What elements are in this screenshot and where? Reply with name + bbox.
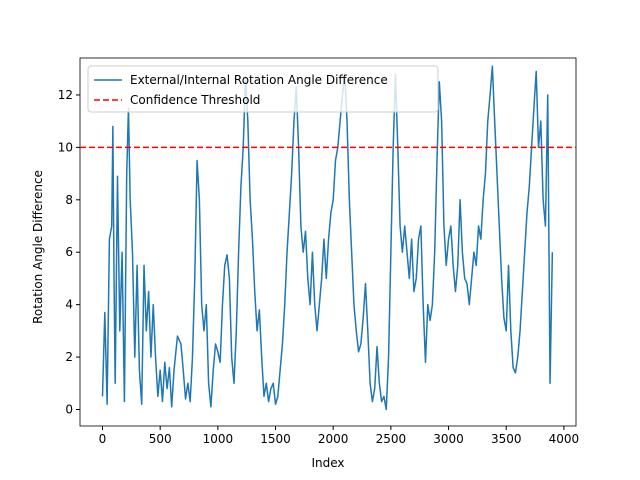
legend-box xyxy=(87,65,439,113)
y-tick-label: 10 xyxy=(58,140,73,154)
legend-label: External/Internal Rotation Angle Differe… xyxy=(130,73,388,87)
x-tick-label: 1000 xyxy=(203,432,234,446)
x-tick-label: 0 xyxy=(99,432,107,446)
x-tick-label: 500 xyxy=(149,432,172,446)
x-axis-label: Index xyxy=(311,456,344,470)
x-tick-label: 3000 xyxy=(433,432,464,446)
y-tick-label: 2 xyxy=(65,350,73,364)
y-tick-label: 12 xyxy=(58,88,73,102)
y-tick-label: 8 xyxy=(65,193,73,207)
x-tick-label: 1500 xyxy=(260,432,291,446)
y-axis-label: Rotation Angle Difference xyxy=(31,170,45,324)
x-tick-label: 4000 xyxy=(549,432,580,446)
plot-frame xyxy=(79,57,577,427)
legend-label: Confidence Threshold xyxy=(130,93,260,107)
x-tick-label: 3500 xyxy=(491,432,522,446)
y-tick-label: 4 xyxy=(65,298,73,312)
data-line xyxy=(101,65,554,411)
x-tick-label: 2500 xyxy=(376,432,407,446)
x-tick-label: 2000 xyxy=(318,432,349,446)
y-tick-label: 0 xyxy=(65,402,73,416)
y-tick-label: 6 xyxy=(65,245,73,259)
